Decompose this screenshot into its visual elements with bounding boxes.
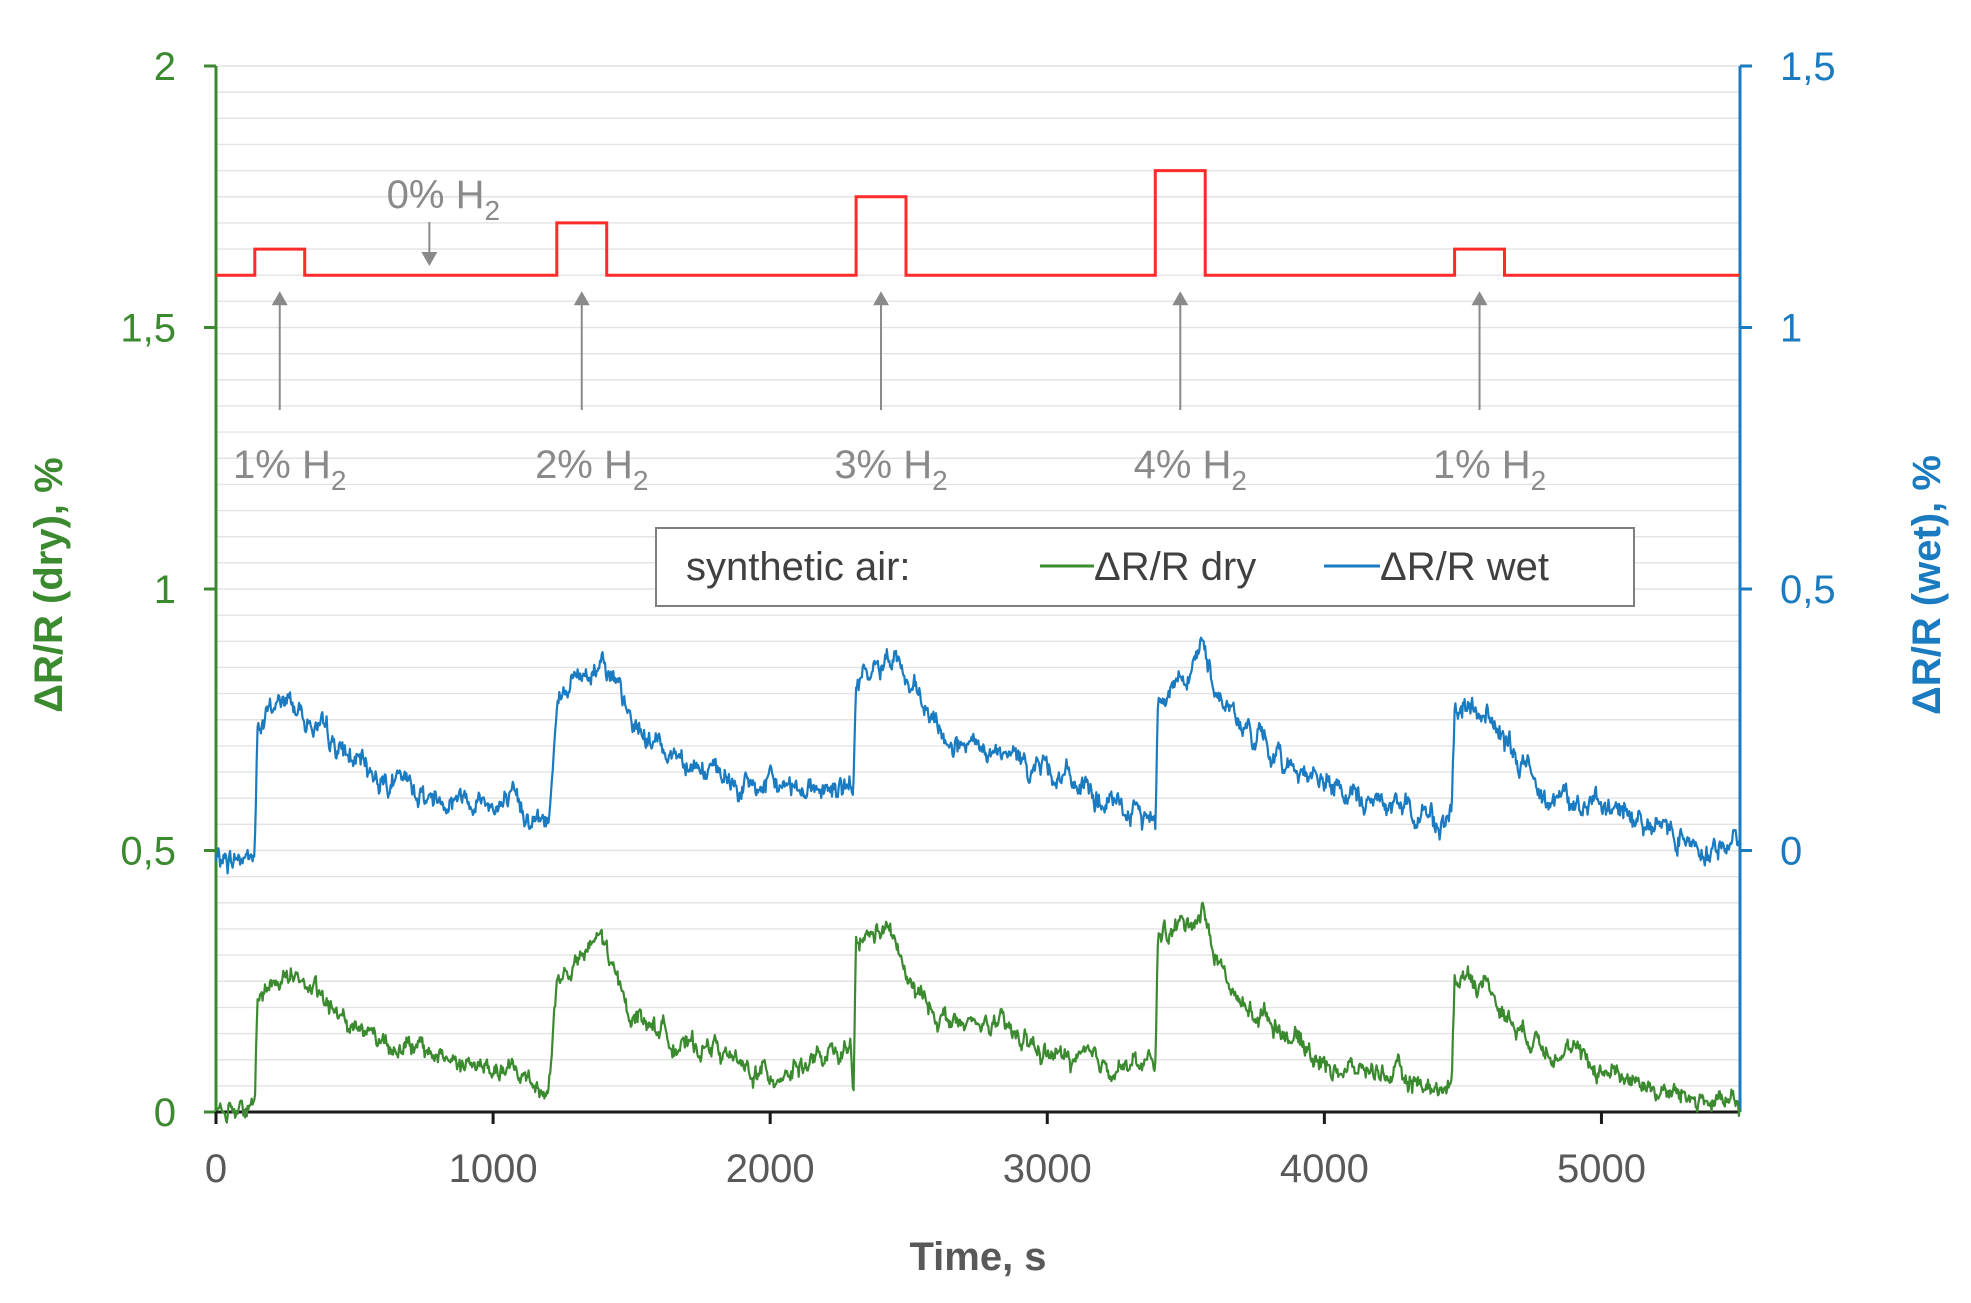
y-left-tick-label: 0,5 — [120, 830, 176, 874]
x-tick-label: 1000 — [449, 1147, 538, 1191]
annotation-label-2: 2% H2 — [535, 443, 648, 496]
y-left-tick-label: 0 — [154, 1091, 176, 1135]
annotation-arrowhead — [271, 291, 288, 306]
baseline-arrowhead — [421, 252, 438, 266]
y-right-tick-label: 0 — [1780, 830, 1802, 874]
x-tick-label: 0 — [205, 1147, 227, 1191]
legend: synthetic air: ΔR/R dry ΔR/R wet — [655, 527, 1635, 607]
y-left-tick-label: 1,5 — [120, 307, 176, 351]
y-right-tick-label: 1 — [1780, 307, 1802, 351]
y-axis-left-label: ΔR/R (dry), % — [27, 457, 71, 712]
y-right-tick-label: 1,5 — [1780, 45, 1836, 89]
annotation-arrowhead — [573, 291, 590, 306]
y-right-tick-label: 0,5 — [1780, 568, 1836, 612]
series-dry-line — [214, 901, 1741, 1124]
annotations-layer: 1% H2 2% H2 3% H2 4% H2 1% H2 0% H2 — [233, 173, 1546, 496]
annotation-arrowhead — [1172, 291, 1189, 306]
legend-box — [655, 527, 1635, 607]
x-tick-label: 4000 — [1280, 1147, 1369, 1191]
legend-title: synthetic air: — [686, 545, 911, 589]
y-axis-right-label: ΔR/R (wet), % — [1905, 455, 1949, 715]
x-tick-label: 5000 — [1557, 1147, 1646, 1191]
series-h2-line — [216, 169, 1740, 277]
x-axis-label: Time, s — [909, 1235, 1046, 1279]
x-tick-label: 3000 — [1003, 1147, 1092, 1191]
annotation-label-1: 1% H2 — [233, 443, 346, 496]
legend-item-dry: ΔR/R dry — [1094, 545, 1256, 589]
annotation-label-baseline: 0% H2 — [387, 173, 500, 226]
annotation-label-3: 3% H2 — [834, 443, 947, 496]
ticks-layer: 0 0,5 1 1,5 2 0 0,5 1 1,5 0 1000 2000 3000 4000 5000 — [120, 45, 1835, 1191]
x-tick-label: 2000 — [726, 1147, 815, 1191]
annotation-arrowhead — [1471, 291, 1488, 306]
series-layer — [214, 169, 1741, 1124]
annotation-arrowhead — [873, 291, 890, 306]
series-wet-line — [214, 636, 1741, 875]
y-left-tick-label: 2 — [154, 45, 176, 89]
annotation-label-5: 1% H2 — [1433, 443, 1546, 496]
legend-item-wet: ΔR/R wet — [1380, 545, 1549, 589]
y-left-tick-label: 1 — [154, 568, 176, 612]
annotation-label-4: 4% H2 — [1134, 443, 1247, 496]
